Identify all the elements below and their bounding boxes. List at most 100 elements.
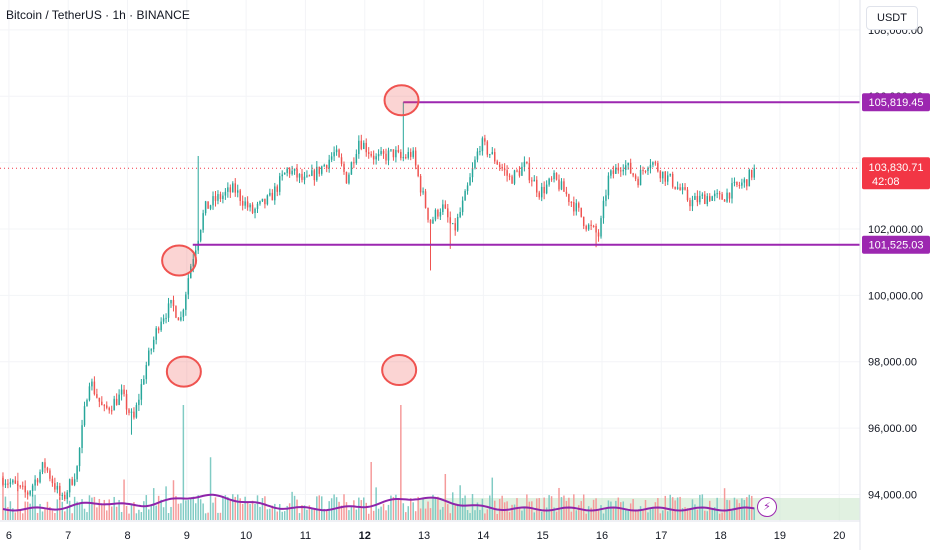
volume-bar bbox=[447, 504, 449, 520]
candle-body bbox=[56, 485, 59, 490]
annotations[interactable] bbox=[161, 84, 420, 388]
volume-bar bbox=[311, 508, 313, 520]
lightning-icon[interactable]: ⚡ bbox=[757, 497, 777, 517]
candle-body bbox=[155, 328, 157, 340]
volume-bar bbox=[709, 500, 711, 520]
candle-body bbox=[694, 196, 696, 200]
volume-bar bbox=[587, 506, 590, 520]
candle-body bbox=[204, 201, 207, 214]
candle-body bbox=[232, 183, 234, 193]
volume-bar bbox=[338, 501, 340, 520]
candle-body bbox=[162, 318, 165, 322]
candle-body bbox=[439, 212, 442, 217]
volume-bar bbox=[135, 513, 138, 520]
volume-bar bbox=[387, 504, 390, 520]
volume-bar bbox=[316, 496, 318, 520]
x-tick-label: 18 bbox=[714, 530, 726, 542]
volume-bar bbox=[288, 503, 291, 520]
volume-bar bbox=[197, 495, 199, 520]
x-tick-label: 14 bbox=[477, 530, 489, 542]
candle-body bbox=[365, 142, 367, 153]
volume-bar bbox=[585, 513, 587, 520]
volume-bar bbox=[224, 495, 227, 520]
candle-body bbox=[333, 152, 335, 157]
volume-bar bbox=[212, 502, 214, 520]
volume-bar bbox=[476, 502, 479, 520]
volume-bar bbox=[358, 497, 360, 520]
volume-bar bbox=[528, 501, 531, 520]
candle-body bbox=[229, 187, 232, 193]
volume-bar bbox=[254, 504, 256, 520]
ellipse-annotation[interactable] bbox=[165, 355, 202, 388]
symbol-title[interactable]: Bitcoin / TetherUS · 1h · BINANCE bbox=[6, 8, 190, 22]
candle-body bbox=[298, 173, 301, 178]
ellipse-annotation[interactable] bbox=[383, 84, 420, 117]
candle-body bbox=[644, 170, 647, 172]
ellipse-annotation[interactable] bbox=[161, 244, 198, 277]
volume-bar bbox=[4, 496, 7, 520]
volume-bar bbox=[110, 506, 113, 520]
candle-body bbox=[239, 190, 241, 201]
volume-bar bbox=[620, 502, 622, 520]
volume-bar bbox=[167, 513, 170, 520]
volume-bar bbox=[570, 511, 573, 520]
candle-body bbox=[21, 485, 24, 487]
candle-body bbox=[731, 183, 733, 199]
volume-bar bbox=[496, 513, 498, 520]
volume-bar bbox=[575, 510, 578, 520]
volume-bar bbox=[291, 491, 293, 520]
time-axis[interactable]: 6 7 8 9 10 11 12 13 14 15 16 17 18 19 20 bbox=[6, 530, 846, 542]
volume-bar bbox=[659, 513, 662, 520]
candle-body bbox=[573, 202, 575, 212]
candle-body bbox=[622, 169, 624, 172]
volume-bar bbox=[76, 501, 78, 520]
candle-body bbox=[481, 138, 484, 152]
candle-body bbox=[36, 479, 39, 483]
currency-button[interactable]: USDT bbox=[866, 6, 918, 30]
volume-bar bbox=[138, 509, 140, 520]
candle-body bbox=[46, 467, 49, 471]
candle-body bbox=[212, 196, 214, 206]
volume-bar bbox=[133, 502, 135, 520]
volume-bar bbox=[558, 487, 560, 520]
volume-bar bbox=[518, 507, 521, 520]
candle-body bbox=[721, 194, 723, 200]
volume-bar bbox=[713, 507, 716, 520]
candle-body bbox=[681, 187, 684, 191]
volume-bar bbox=[266, 509, 269, 520]
volume-bar bbox=[274, 503, 276, 520]
candle-body bbox=[170, 300, 172, 304]
candle-body bbox=[560, 181, 563, 190]
x-tick-label: 10 bbox=[240, 530, 252, 542]
volume-bar bbox=[370, 462, 372, 520]
candle-body bbox=[607, 175, 610, 196]
candle-body bbox=[400, 151, 402, 159]
volume-bar bbox=[721, 512, 723, 520]
candle-body bbox=[256, 203, 259, 209]
ellipse-annotation[interactable] bbox=[381, 354, 418, 387]
candle-body bbox=[513, 170, 516, 184]
candle-body bbox=[88, 386, 91, 401]
volume-bar bbox=[397, 498, 400, 520]
volume-bar bbox=[177, 503, 180, 520]
volume-bar bbox=[348, 510, 350, 520]
volume-bar bbox=[684, 507, 686, 520]
volume-bar bbox=[301, 505, 303, 520]
candle-body bbox=[395, 149, 397, 158]
horizontal-levels[interactable] bbox=[0, 101, 860, 246]
candle-body bbox=[370, 153, 372, 156]
candle-body bbox=[637, 178, 639, 186]
candle-body bbox=[358, 140, 360, 155]
volume-bar bbox=[256, 495, 259, 520]
candle-body bbox=[108, 407, 110, 411]
candle-body bbox=[699, 195, 701, 203]
volume-bar bbox=[261, 498, 264, 520]
candle-body bbox=[427, 207, 429, 220]
candle-body bbox=[335, 149, 338, 153]
candle-body bbox=[713, 193, 716, 197]
volume-bar bbox=[160, 499, 162, 520]
candle-body bbox=[738, 184, 741, 186]
volume-bar bbox=[217, 512, 219, 520]
candle-body bbox=[550, 178, 553, 180]
